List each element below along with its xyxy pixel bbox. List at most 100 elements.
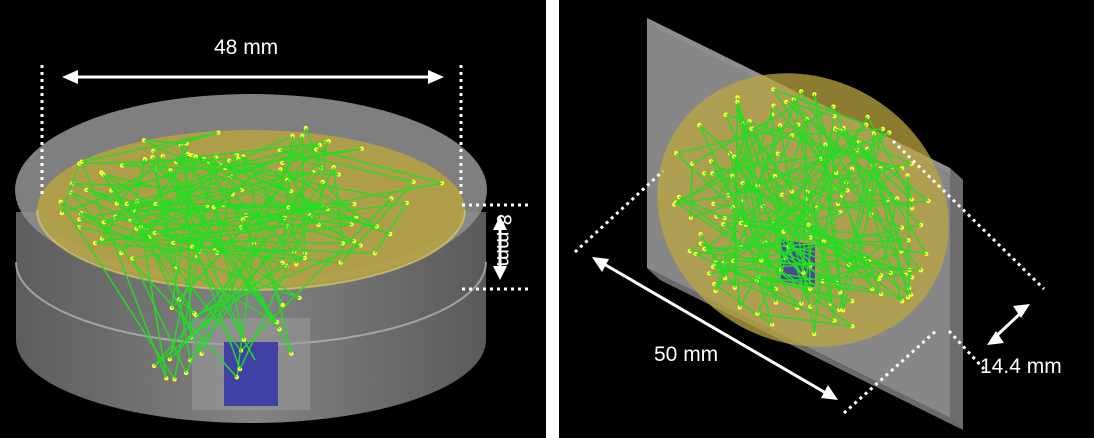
photon-trajectories-right	[672, 87, 931, 337]
depth-dimension-label: 14.4 mm	[980, 355, 1062, 378]
trajectory-segment	[774, 175, 783, 195]
trajectory-segment	[213, 135, 303, 208]
trajectory-segment	[102, 174, 195, 314]
trajectory-segment	[79, 171, 314, 221]
trajectory-segment	[111, 153, 189, 192]
trajectory-segment	[724, 277, 835, 322]
trajectory-segment	[690, 200, 742, 219]
trajectory-segment	[800, 90, 872, 215]
trajectory-segment	[834, 127, 913, 165]
scatter-point	[749, 126, 754, 131]
photon-trajectories-left	[58, 125, 445, 382]
trajectory-segment	[731, 120, 751, 176]
trajectory-segment	[94, 242, 341, 264]
trajectory-segment	[678, 196, 725, 219]
scatter-point	[806, 222, 811, 227]
trajectory-segment	[242, 219, 284, 306]
trajectory-segment	[733, 155, 843, 196]
trajectory-segment	[279, 149, 339, 176]
trajectory-segment	[214, 249, 295, 253]
trajectory-segment	[154, 206, 289, 234]
trajectory-segment	[834, 127, 913, 200]
trajectory-segment	[751, 128, 793, 192]
trajectory-segment	[715, 207, 818, 264]
trajectory-segment	[678, 196, 853, 328]
trajectory-segment	[332, 167, 344, 244]
trajectory-segment	[225, 147, 362, 169]
trajectory-segment	[140, 171, 314, 228]
trajectory-segment	[71, 182, 288, 267]
trajectory-segment	[748, 120, 805, 273]
trajectory-segment	[280, 168, 378, 228]
trajectory-segment	[712, 224, 922, 268]
trajectory-segment	[239, 166, 335, 370]
trajectory-segment	[714, 105, 775, 292]
trajectory-segment	[689, 242, 702, 252]
width-dimension-label: 48 mm	[214, 36, 279, 59]
trajectory-segment	[698, 124, 882, 295]
trajectory-segment	[756, 118, 808, 282]
trajectory-segment	[103, 173, 285, 219]
scatter-point	[823, 142, 828, 147]
trajectory-segment	[736, 101, 812, 308]
trajectory-segment	[715, 261, 873, 290]
scatter-point	[738, 220, 744, 226]
scatter-point	[711, 201, 716, 206]
trajectory-segment	[213, 207, 245, 340]
trajectory-segment	[60, 201, 278, 323]
trajectory-segment	[101, 237, 343, 244]
trajectory-segment	[756, 130, 844, 314]
trajectory-segment	[103, 135, 293, 223]
trajectory-segment	[72, 182, 243, 191]
trajectory-segment	[225, 140, 329, 169]
trajectory-segment	[171, 156, 197, 309]
trajectory-segment	[136, 201, 168, 379]
trajectory-segment	[103, 205, 208, 224]
scatter-point	[713, 288, 718, 294]
trajectory-segment	[100, 172, 300, 299]
trajectory-segment	[809, 227, 903, 308]
trajectory-segment	[800, 116, 836, 304]
trajectory-segment	[695, 236, 811, 255]
trajectory-segment	[793, 98, 832, 304]
trajectory-segment	[116, 202, 352, 226]
trajectory-segment	[802, 118, 808, 273]
trajectory-segment	[813, 94, 838, 174]
scatter-point	[710, 264, 716, 270]
dimension-arrowheads-right	[592, 257, 1030, 400]
cylinder-illustration	[15, 65, 530, 423]
scatter-point	[702, 246, 707, 252]
trajectory-segment	[310, 202, 407, 217]
scatter-point	[807, 286, 813, 292]
trajectory-segment	[155, 167, 247, 216]
trajectory-segment	[824, 144, 844, 311]
trajectory-segment	[785, 101, 898, 199]
scatter-point	[730, 258, 736, 264]
trajectory-segment	[783, 207, 818, 233]
trajectory-segment	[236, 243, 255, 378]
trajectory-segment	[711, 172, 809, 215]
scatter-point	[280, 302, 285, 308]
trajectory-segment	[175, 161, 233, 195]
trajectory-segment	[81, 131, 219, 163]
trajectory-segment	[60, 201, 176, 380]
left-panel-cylindrical-volume: 48 mm 8 mm	[0, 0, 546, 438]
trajectory-segment	[153, 131, 219, 152]
scatter-point	[672, 202, 677, 207]
trajectory-segment	[787, 168, 853, 248]
right-panel-hemispherical-volume: 50 mm 14.4 mm	[559, 0, 1094, 438]
trajectory-segment	[813, 94, 841, 293]
trajectory-segment	[736, 101, 762, 261]
trajectory-segment	[713, 203, 733, 208]
trajectory-segment	[807, 191, 811, 289]
scatter-point	[280, 160, 285, 166]
trajectory-segment	[810, 167, 903, 239]
trajectory-segment	[866, 116, 913, 200]
dimension-arrowheads-left	[62, 70, 507, 280]
trajectory-segment	[81, 161, 167, 379]
trajectory-segment	[773, 88, 867, 126]
trajectory-segment	[756, 90, 802, 186]
trajectory-segment	[152, 150, 278, 323]
trajectory-segment	[131, 258, 187, 374]
trajectory-segment	[822, 250, 902, 282]
